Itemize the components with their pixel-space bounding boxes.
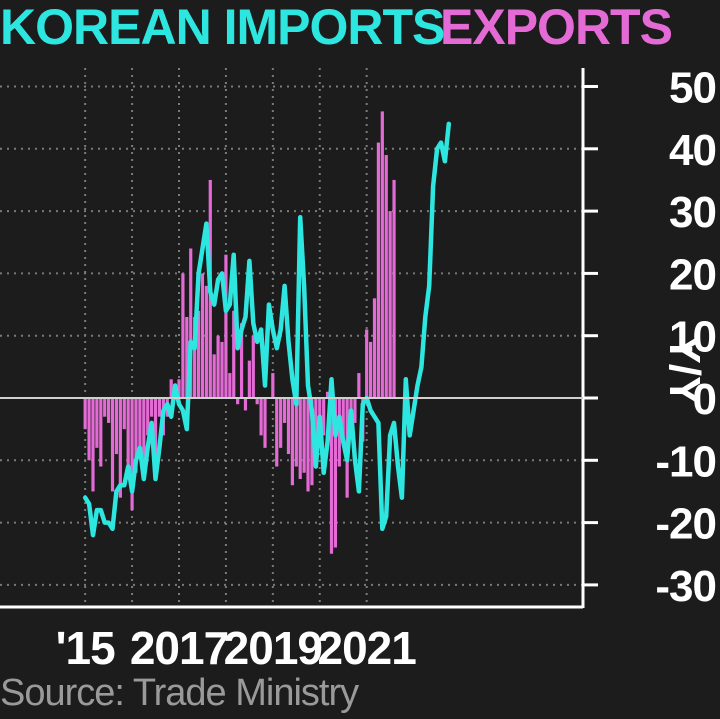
- export-bar: [372, 298, 377, 398]
- export-bar: [118, 398, 122, 498]
- export-bar: [322, 398, 326, 436]
- export-bar: [380, 111, 384, 399]
- exports-bars: [83, 111, 396, 554]
- export-bar: [153, 398, 158, 461]
- export-bar: [368, 341, 373, 398]
- x-tick-label: 2021: [318, 622, 417, 674]
- export-bar: [251, 335, 255, 398]
- export-bar: [357, 373, 361, 398]
- export-bar: [259, 398, 263, 436]
- x-tick-label: '15: [56, 622, 116, 674]
- export-bar: [146, 398, 150, 436]
- y-tick-label: 20: [669, 250, 716, 299]
- y-tick-label: -10: [655, 437, 716, 486]
- export-bar: [130, 398, 134, 511]
- export-bar: [110, 398, 115, 492]
- export-bar: [224, 254, 228, 398]
- export-bar: [255, 398, 259, 405]
- export-bar: [220, 341, 224, 398]
- y-tick-label: 40: [669, 126, 716, 175]
- export-bar: [107, 398, 111, 423]
- export-bar: [236, 398, 240, 405]
- export-bar: [185, 317, 189, 398]
- export-bar: [216, 335, 220, 398]
- imports-line: [82, 121, 452, 538]
- export-bar: [263, 398, 267, 448]
- export-bar: [232, 310, 236, 398]
- source-text: Source: Trade Ministry: [0, 672, 359, 714]
- export-bar: [83, 398, 87, 430]
- export-bar: [329, 398, 334, 554]
- export-bar: [279, 398, 283, 448]
- export-bar: [353, 398, 357, 423]
- export-bar: [177, 379, 181, 398]
- export-bar: [142, 398, 146, 467]
- export-bar: [325, 391, 330, 398]
- export-bar: [286, 398, 291, 455]
- export-bar: [275, 398, 279, 467]
- export-bar: [181, 273, 185, 398]
- export-bar: [99, 398, 103, 467]
- x-tick-label: 2019: [224, 622, 322, 674]
- export-bar: [271, 373, 275, 398]
- export-bar: [392, 179, 396, 398]
- x-tick-label: 2017: [130, 622, 228, 674]
- export-bar: [302, 398, 306, 473]
- export-bar: [341, 398, 345, 442]
- export-bar: [384, 155, 388, 398]
- export-bar: [349, 398, 353, 417]
- y-tick-labels: 50 40 30 20 10 0 -10 -20 -30: [655, 64, 717, 611]
- export-bar: [388, 211, 392, 398]
- export-bar: [196, 310, 201, 398]
- export-bar: [243, 398, 248, 411]
- y-tick-label: -30: [655, 562, 716, 611]
- export-bar: [91, 398, 95, 492]
- y-tick-label: 50: [669, 64, 716, 113]
- export-bar: [376, 142, 381, 398]
- export-bar: [212, 354, 216, 398]
- export-bar: [134, 398, 138, 473]
- y-tick-label: 0: [693, 375, 716, 424]
- export-bar: [333, 398, 337, 548]
- export-bar: [290, 398, 294, 486]
- exports-title: EXPORTS: [440, 0, 672, 55]
- export-bar: [114, 398, 119, 455]
- export-bar: [126, 398, 130, 479]
- export-bar: [138, 398, 142, 448]
- y-tick-label: 10: [669, 313, 716, 362]
- export-bar: [103, 398, 107, 417]
- y-axis-label: Y/Y: [660, 335, 709, 406]
- export-bar: [294, 398, 298, 467]
- export-bar: [150, 398, 154, 417]
- export-bar: [95, 398, 99, 448]
- export-bar: [306, 398, 310, 492]
- export-bar: [122, 398, 126, 430]
- export-bar: [314, 398, 318, 461]
- export-bar: [337, 398, 341, 467]
- y-tick-label: 30: [669, 188, 716, 237]
- export-bar: [200, 273, 205, 398]
- export-bar: [365, 329, 369, 398]
- export-bar: [282, 398, 287, 423]
- export-bar: [189, 248, 193, 398]
- export-bar: [87, 398, 91, 461]
- imports-title: KOREAN IMPORTS: [0, 0, 444, 55]
- export-bar: [239, 323, 244, 398]
- export-bar: [247, 360, 251, 398]
- export-bar: [157, 398, 162, 417]
- export-bar: [193, 317, 197, 398]
- export-bar: [204, 285, 208, 398]
- export-bar: [298, 398, 302, 479]
- axes: [0, 68, 585, 609]
- grid: [0, 68, 598, 605]
- export-bar: [169, 379, 173, 398]
- y-tick-label: -20: [655, 500, 716, 549]
- export-bar: [228, 373, 232, 398]
